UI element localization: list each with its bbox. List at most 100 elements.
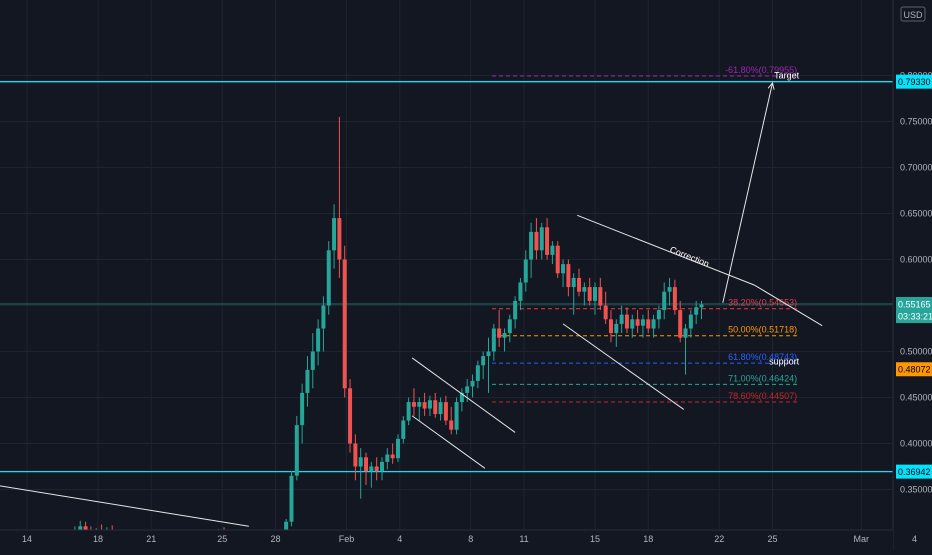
candle xyxy=(646,310,651,334)
time-tick-label: 22 xyxy=(714,534,724,544)
candle-body xyxy=(593,287,597,301)
candle-body xyxy=(470,380,475,387)
candle xyxy=(603,291,608,324)
time-axis[interactable]: 1418212528Feb481115182225Mar48 xyxy=(0,529,932,550)
candle xyxy=(598,277,603,311)
candle-body xyxy=(513,300,518,320)
trendline-1[interactable] xyxy=(411,357,516,433)
trendline-2[interactable] xyxy=(411,415,486,469)
candle xyxy=(539,222,544,260)
price-tick-label: 0.60000 xyxy=(900,255,932,265)
candle xyxy=(433,392,438,418)
candle-body xyxy=(614,323,619,334)
candle xyxy=(587,277,592,306)
candlestick-series xyxy=(0,116,704,545)
candle xyxy=(651,314,656,338)
candle-body xyxy=(475,365,480,381)
candle-body xyxy=(289,475,294,522)
candle-body xyxy=(624,314,629,329)
candle xyxy=(608,310,613,343)
candle-body xyxy=(465,386,470,393)
price-badge-box xyxy=(896,309,932,324)
candle xyxy=(529,222,534,278)
candle-body xyxy=(332,218,337,251)
candle-body xyxy=(678,310,683,338)
candle-body xyxy=(449,420,454,430)
candle-body xyxy=(348,388,353,444)
candle xyxy=(443,395,448,426)
candle xyxy=(630,314,635,338)
candle-body xyxy=(78,526,83,531)
price-tick-label: 0.70000 xyxy=(900,163,932,173)
candle-body xyxy=(561,264,566,274)
time-tick-label: 25 xyxy=(217,534,227,544)
candle xyxy=(624,307,629,334)
candle xyxy=(369,461,374,488)
trendline-0[interactable] xyxy=(0,483,249,527)
trendline-5[interactable] xyxy=(562,323,685,410)
trendline-3[interactable] xyxy=(577,214,755,286)
candle xyxy=(459,388,464,412)
candle-body xyxy=(656,310,661,320)
price-badge-text: 0.55165 xyxy=(898,299,931,309)
candle-body xyxy=(566,264,571,288)
price-axis[interactable]: 0.350000.400000.450000.500000.550000.600… xyxy=(892,0,932,550)
candle xyxy=(614,319,619,347)
fib-label-3: 61.80%(0.48743) xyxy=(728,352,797,362)
fib-label-4: 71.00%(0.46424) xyxy=(728,373,797,383)
candle xyxy=(385,448,390,470)
candle xyxy=(438,397,443,421)
candle-body xyxy=(316,328,321,352)
candle-body xyxy=(369,466,374,472)
candle-body xyxy=(598,287,603,306)
time-tick-label: 21 xyxy=(146,534,156,544)
time-tick-label: 28 xyxy=(270,534,280,544)
candle xyxy=(364,452,369,485)
candle xyxy=(550,241,555,265)
candle xyxy=(427,395,432,416)
target-arrow-line[interactable] xyxy=(722,82,773,303)
candle xyxy=(662,282,667,320)
candle xyxy=(417,397,422,421)
candle xyxy=(534,218,539,260)
candle xyxy=(619,305,624,334)
candle xyxy=(640,314,645,338)
candle-body xyxy=(491,328,496,352)
candle xyxy=(326,241,331,315)
candle xyxy=(337,116,342,278)
trendlines[interactable] xyxy=(0,81,823,527)
candle-body xyxy=(619,314,624,324)
candle xyxy=(491,323,496,361)
candle-body xyxy=(603,305,608,320)
candle xyxy=(342,245,347,398)
candle xyxy=(395,434,400,462)
candle-body xyxy=(683,328,688,338)
candle-body xyxy=(422,402,427,409)
currency-label[interactable]: USD xyxy=(900,6,926,22)
candle-body xyxy=(305,369,310,393)
trendline-4[interactable] xyxy=(754,284,823,327)
horizontal-levels[interactable] xyxy=(0,81,893,473)
candle xyxy=(401,415,406,444)
price-badge-box xyxy=(896,464,932,479)
candle-body xyxy=(545,227,550,255)
price-tick-label: 0.50000 xyxy=(900,347,932,357)
candle-body xyxy=(326,250,331,306)
time-axis-bg xyxy=(0,530,893,550)
candle-body xyxy=(310,351,315,370)
candle-body xyxy=(582,287,587,292)
candle-body xyxy=(390,454,395,459)
candle-body xyxy=(364,457,369,472)
candle xyxy=(358,448,363,499)
candle-body xyxy=(454,402,459,430)
candle-body xyxy=(529,231,534,260)
fibonacci-retracement[interactable]: -61.80%(0.79955) 38.20%(0.54653) 50.00%(0.… xyxy=(492,65,800,403)
time-tick-label: 18 xyxy=(643,534,653,544)
time-tick-label: 11 xyxy=(519,534,528,544)
candle xyxy=(678,300,683,343)
price-badges: 0.79330 0.55165 03:33:21 0.48072 0.36942 xyxy=(896,74,932,479)
candle-body xyxy=(438,402,443,415)
candle xyxy=(470,374,475,398)
